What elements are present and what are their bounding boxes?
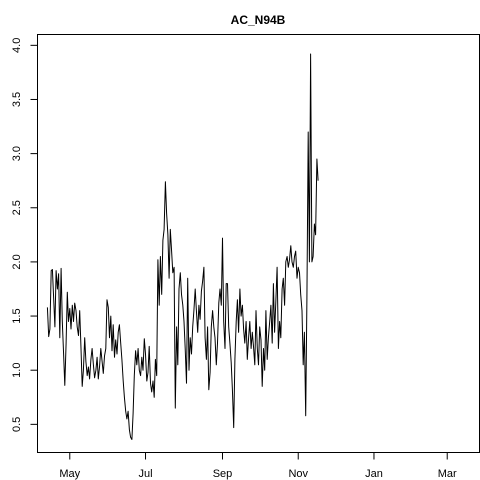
y-tick-label: 1.5 — [11, 308, 23, 323]
x-tick-label: Sep — [213, 468, 233, 480]
x-tick-label: Mar — [438, 468, 457, 480]
x-tick-label: Jul — [138, 468, 152, 480]
x-tick-label: May — [59, 468, 80, 480]
y-tick-label: 2.5 — [11, 200, 23, 215]
y-tick-label: 2.0 — [11, 254, 23, 269]
x-axis: May Jul Sep Nov Jan Mar — [59, 452, 457, 480]
y-tick-label: 3.5 — [11, 92, 23, 107]
chart-title: AC_N94B — [231, 13, 286, 27]
x-tick-label: Nov — [288, 468, 308, 480]
y-tick-label: 4.0 — [11, 38, 23, 53]
series-line — [46, 53, 319, 440]
plot-frame — [37, 34, 480, 453]
x-tick-label: Jan — [365, 468, 383, 480]
y-tick-label: 3.0 — [11, 146, 23, 161]
y-tick-label: 1.0 — [11, 363, 23, 378]
y-axis: 0.5 1.0 1.5 2.0 2.5 3.0 3.5 4.0 — [11, 38, 38, 432]
y-tick-label: 0.5 — [11, 417, 23, 432]
